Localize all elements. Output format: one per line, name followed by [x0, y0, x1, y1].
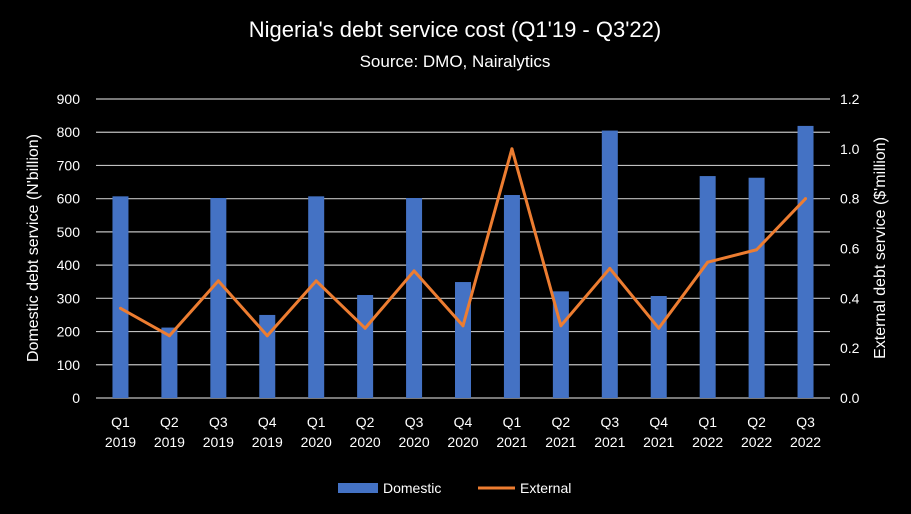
x-tick-year: 2019 [252, 434, 283, 450]
y-tick-label: 300 [57, 290, 81, 306]
x-tick-year: 2020 [398, 434, 429, 450]
bar-domestic [748, 177, 765, 398]
y-right-tick-label: 0.6 [840, 241, 860, 257]
legend: Domestic External [338, 480, 571, 496]
y-tick-label: 700 [57, 157, 81, 173]
bar-domestic [161, 327, 178, 398]
y-tick-label: 0 [72, 390, 80, 406]
x-tick-quarter: Q2 [747, 414, 766, 430]
y-tick-label: 500 [57, 224, 81, 240]
bar-domestic [210, 198, 227, 398]
x-tick-year: 2021 [643, 434, 674, 450]
y-right-tick-label: 1.2 [840, 91, 860, 107]
x-tick-year: 2019 [203, 434, 234, 450]
chart-subtitle: Source: DMO, Nairalytics [360, 52, 551, 71]
x-tick-year: 2021 [496, 434, 527, 450]
bar-domestic [503, 195, 520, 398]
legend-label-external: External [520, 480, 571, 496]
point-external [118, 306, 122, 310]
point-external [363, 326, 367, 330]
x-tick-year: 2021 [545, 434, 576, 450]
x-tick-quarter: Q3 [600, 414, 619, 430]
point-external [216, 279, 220, 283]
x-tick-year: 2019 [105, 434, 136, 450]
point-external [510, 147, 514, 151]
bar-domestic [112, 196, 129, 398]
bar-domestic [406, 198, 423, 398]
bar-domestic [699, 176, 716, 398]
x-tick-quarter: Q4 [454, 414, 473, 430]
x-tick-year: 2019 [154, 434, 185, 450]
bar-domestic [455, 282, 471, 398]
point-external [167, 334, 171, 338]
y-right-tick-label: 0.0 [840, 390, 860, 406]
point-external [314, 279, 318, 283]
x-tick-year: 2022 [692, 434, 723, 450]
bar-domestic [650, 296, 667, 398]
y-axis-right-label: External debt service ($'million) [872, 137, 889, 359]
bar-domestic [357, 295, 374, 398]
x-tick-year: 2020 [350, 434, 381, 450]
x-tick-quarter: Q2 [552, 414, 571, 430]
chart-title: Nigeria's debt service cost (Q1'19 - Q3'… [249, 17, 661, 42]
x-tick-quarter: Q4 [649, 414, 668, 430]
legend-label-domestic: Domestic [383, 480, 441, 496]
point-external [265, 334, 269, 338]
point-external [461, 324, 465, 328]
y-tick-label: 200 [57, 324, 81, 340]
bar-domestic [797, 125, 814, 398]
y-right-tick-label: 1.0 [840, 141, 860, 157]
point-external [412, 269, 416, 273]
x-tick-quarter: Q4 [258, 414, 277, 430]
point-external [559, 324, 563, 328]
x-tick-quarter: Q2 [160, 414, 179, 430]
y-right-tick-label: 0.2 [840, 340, 860, 356]
legend-swatch-domestic [338, 483, 378, 493]
point-external [755, 248, 759, 252]
point-external [804, 197, 808, 201]
y-tick-label: 100 [57, 357, 81, 373]
x-tick-quarter: Q1 [111, 414, 130, 430]
x-tick-quarter: Q3 [405, 414, 424, 430]
x-tick-year: 2020 [301, 434, 332, 450]
x-tick-year: 2021 [594, 434, 625, 450]
x-tick-quarter: Q2 [356, 414, 375, 430]
x-tick-quarter: Q3 [796, 414, 815, 430]
x-tick-year: 2020 [447, 434, 478, 450]
point-external [706, 260, 710, 264]
point-external [608, 266, 612, 270]
x-tick-year: 2022 [790, 434, 821, 450]
x-tick-year: 2022 [741, 434, 772, 450]
bar-domestic [552, 291, 569, 398]
bar-domestic [601, 130, 618, 399]
x-tick-quarter: Q1 [307, 414, 326, 430]
bar-domestic [308, 196, 325, 398]
y-tick-label: 800 [57, 124, 81, 140]
y-tick-label: 400 [57, 257, 81, 273]
x-tick-quarter: Q1 [503, 414, 522, 430]
y-tick-label: 900 [57, 91, 81, 107]
point-external [657, 326, 661, 330]
y-right-tick-label: 0.8 [840, 191, 860, 207]
bar-domestic [259, 314, 276, 398]
y-right-tick-label: 0.4 [840, 290, 860, 306]
y-axis-label: Domestic debt service (N'billion) [25, 134, 42, 362]
x-tick-quarter: Q1 [698, 414, 717, 430]
y-tick-label: 600 [57, 191, 81, 207]
x-tick-quarter: Q3 [209, 414, 228, 430]
